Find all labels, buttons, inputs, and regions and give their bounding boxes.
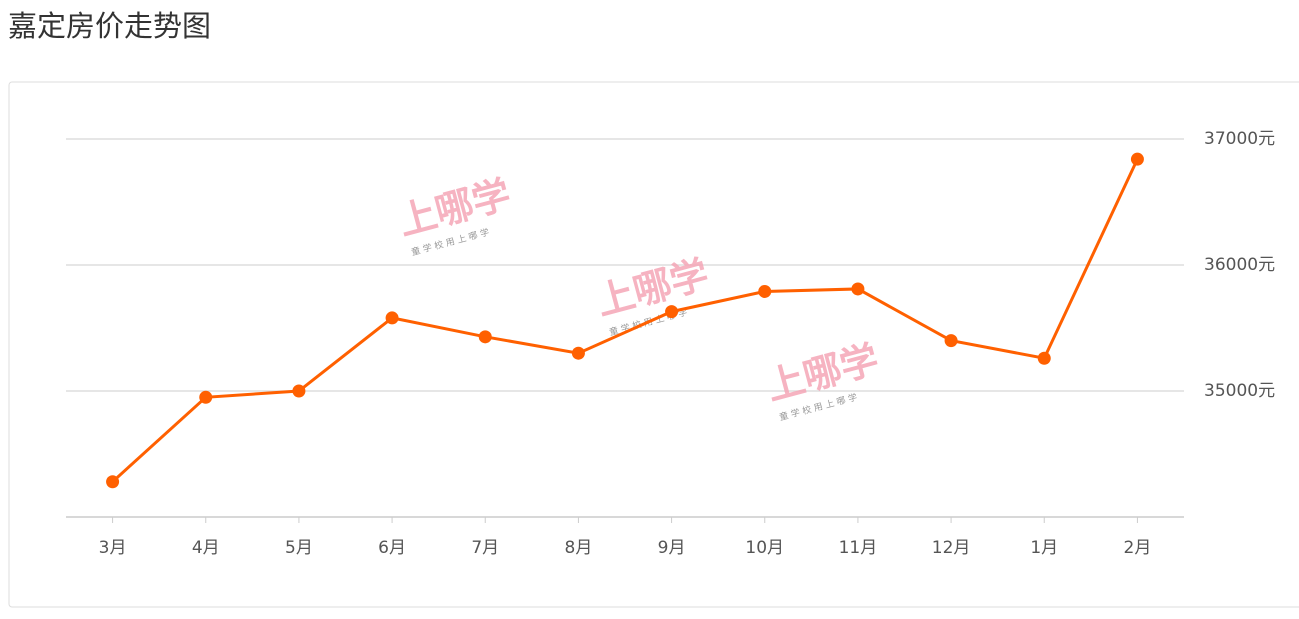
point (106, 475, 120, 489)
x-tick-label: 6月 (378, 538, 406, 558)
line (111, 158, 1139, 483)
x-tick-label: 2月 (1124, 538, 1152, 558)
x-tick-label: 12月 (932, 538, 971, 558)
point (385, 311, 399, 325)
x-tick-label: 9月 (658, 538, 686, 558)
y-tick-label: 37000元 (1204, 129, 1275, 149)
x-tick-label: 5月 (285, 538, 313, 558)
y-tick-label: 36000元 (1204, 255, 1275, 275)
x-tick-label: 7月 (471, 538, 499, 558)
point (665, 305, 679, 319)
point (1037, 351, 1051, 365)
point (478, 330, 492, 344)
point (571, 346, 585, 360)
y-tick-label: 35000元 (1204, 381, 1275, 401)
x-tick-label: 1月 (1030, 538, 1058, 558)
point (851, 282, 865, 296)
point (1130, 152, 1144, 166)
x-tick-label: 3月 (99, 538, 127, 558)
point (944, 334, 958, 348)
point (758, 284, 772, 298)
x-tick-label: 10月 (745, 538, 784, 558)
x-tick-label: 11月 (839, 538, 878, 558)
chart-card (8, 81, 1299, 608)
x-tick-label: 8月 (565, 538, 593, 558)
chart-title: 嘉定房价走势图 (8, 9, 211, 43)
point (199, 390, 213, 404)
x-tick-label: 4月 (192, 538, 220, 558)
point (292, 384, 306, 398)
